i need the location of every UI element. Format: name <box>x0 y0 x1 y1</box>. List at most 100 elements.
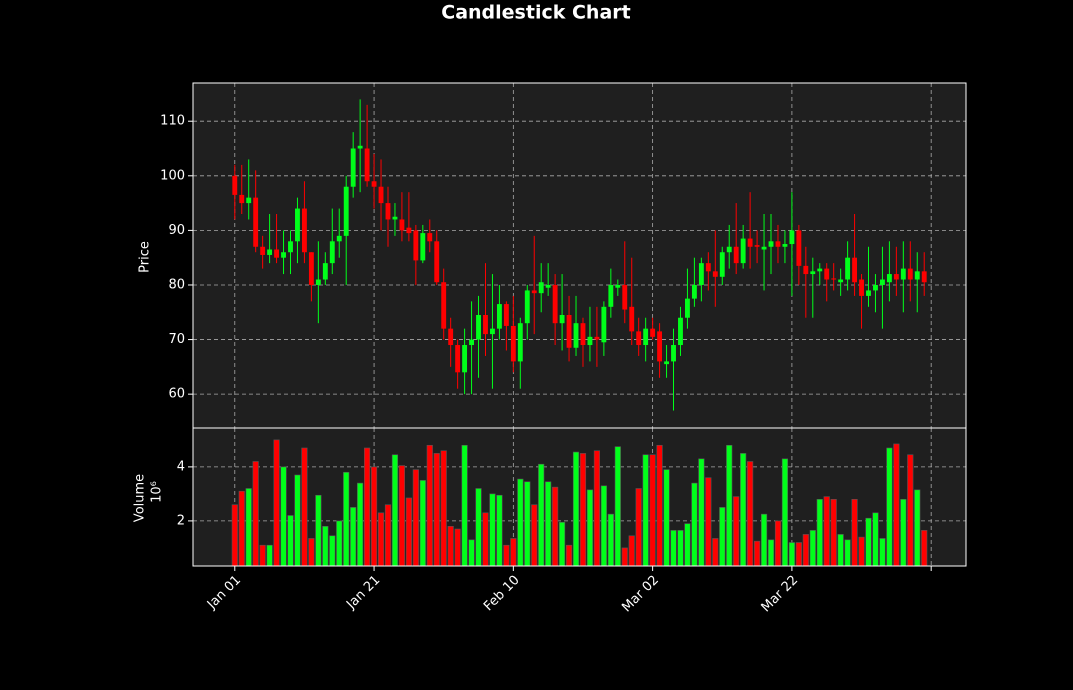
candle-body <box>434 241 440 283</box>
volume-bar <box>753 540 761 567</box>
volume-bar <box>684 523 691 567</box>
volume-bar <box>531 504 538 567</box>
candle-body <box>685 298 690 318</box>
candle-body <box>420 233 426 261</box>
candle-body <box>441 282 447 329</box>
candle-body <box>496 304 502 329</box>
candle-body <box>803 265 809 275</box>
candle-body <box>747 238 753 247</box>
candle-body <box>378 186 384 204</box>
volume-bar <box>259 544 266 567</box>
candle-body <box>831 278 837 280</box>
volume-bar <box>517 478 524 567</box>
volume-bar <box>280 466 287 567</box>
volume-bar <box>405 497 412 567</box>
volume-bar <box>273 439 280 567</box>
volume-bar <box>621 547 628 567</box>
volume-bar <box>830 498 837 567</box>
volume-bar <box>496 494 503 567</box>
candle-body <box>893 274 899 280</box>
volume-bar <box>733 496 740 567</box>
volume-bar <box>343 471 350 567</box>
candle-body <box>691 284 697 299</box>
volume-bar <box>503 544 510 567</box>
x-tick-label: Feb 10 <box>481 573 523 615</box>
candle-body <box>246 197 252 204</box>
y2-tick-label: 2 <box>177 513 185 528</box>
candle-body <box>267 249 273 255</box>
volume-bar <box>837 534 844 567</box>
volume-bar <box>712 538 719 567</box>
volume-bar <box>245 488 252 567</box>
volume-bar <box>559 521 566 567</box>
candle-body <box>810 271 816 275</box>
candle-body <box>879 279 885 285</box>
candle-body <box>580 323 586 346</box>
volume-bar <box>475 488 482 567</box>
candle-body <box>657 331 663 362</box>
candle-body <box>754 245 760 247</box>
volume-bar <box>433 453 440 567</box>
volume-bar <box>426 444 433 567</box>
candle-body <box>712 271 718 277</box>
candle-body <box>838 279 844 283</box>
volume-bar <box>294 474 301 567</box>
candle-body <box>364 148 370 182</box>
volume-bar <box>893 443 900 567</box>
candle-body <box>900 268 906 280</box>
volume-bar <box>565 544 573 567</box>
candle-body <box>907 268 913 280</box>
candle-body <box>239 194 245 204</box>
candle-body <box>329 241 335 264</box>
y-tick-label: 90 <box>168 223 185 238</box>
candle-body <box>462 345 468 373</box>
volume-bar <box>656 444 663 567</box>
candle-body <box>260 246 266 255</box>
candle-body <box>253 197 259 247</box>
y2-offset-label: 10⁶ <box>150 481 165 503</box>
volume-bar <box>781 458 789 567</box>
volume-bar <box>663 469 670 567</box>
volume-bar <box>336 520 343 567</box>
candle-body <box>274 249 280 258</box>
candle-body <box>761 246 767 250</box>
y-axis-label: Price <box>138 241 153 273</box>
volume-bar <box>719 507 726 567</box>
x-tick-label: Jan 21 <box>343 573 383 613</box>
volume-bar <box>823 496 830 567</box>
volume-bar <box>844 539 851 567</box>
candle-body <box>622 284 628 310</box>
candle-body <box>859 279 864 296</box>
candle-body <box>510 325 516 362</box>
volume-bar <box>677 530 684 567</box>
volume-bar <box>266 544 273 567</box>
candle-body <box>545 284 551 288</box>
candle-body <box>448 328 454 346</box>
volume-bar <box>774 520 782 567</box>
candle-body <box>232 175 238 195</box>
volume-bar <box>545 481 552 567</box>
candle-body <box>301 208 307 253</box>
volume-bar <box>698 458 705 567</box>
volume-bar <box>482 512 489 567</box>
candle-body <box>427 233 433 242</box>
volume-bar <box>384 504 392 567</box>
candle-body <box>615 284 621 288</box>
volume-bar <box>851 498 858 567</box>
volume-bar <box>287 515 294 567</box>
volume-bar <box>231 504 238 567</box>
x-tick-label: Mar 22 <box>759 573 802 616</box>
volume-bar <box>461 444 468 567</box>
volume-bar <box>412 469 419 567</box>
volume-bar <box>391 454 399 567</box>
candle-body <box>490 328 495 335</box>
candle-body <box>775 241 781 247</box>
volume-bar <box>642 454 649 567</box>
volume-bar <box>377 512 385 567</box>
candle-body <box>406 227 412 234</box>
volume-bar <box>510 538 517 567</box>
volume-bar <box>649 454 656 567</box>
candle-body <box>288 241 293 253</box>
candle-body <box>921 271 927 283</box>
volume-bar <box>524 481 531 567</box>
